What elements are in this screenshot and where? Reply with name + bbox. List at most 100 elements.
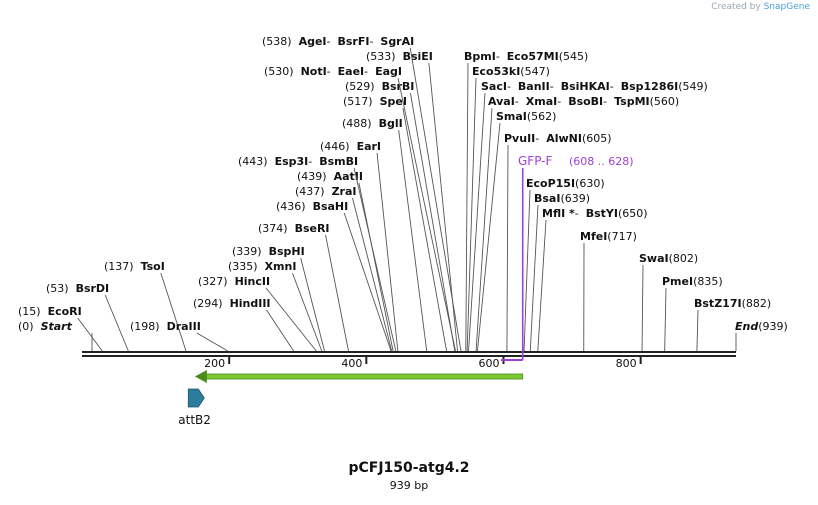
- map-title: pCFJ150-atg4.2: [0, 460, 818, 476]
- site-name-label: NotI: [301, 65, 327, 78]
- site-leader-line: [398, 78, 455, 351]
- site-position-label: (488): [342, 117, 372, 130]
- site-position-label: (327): [198, 275, 228, 288]
- site-leader-line: [344, 213, 391, 351]
- site-leader-line: [524, 190, 530, 351]
- site-position-label: -: [369, 35, 373, 48]
- site-name-label: BspHI: [269, 245, 305, 258]
- site-leader-line: [197, 333, 228, 351]
- site-position-label: (547): [520, 65, 550, 78]
- site-leader-line: [267, 310, 294, 351]
- ruler-tick-label: 400: [341, 357, 362, 370]
- site-name-label: MflI *: [542, 207, 575, 220]
- site-name-label: HincII: [235, 275, 271, 288]
- site-leader-line: [538, 220, 546, 351]
- snapgene-watermark: Created by SnapGene: [711, 2, 810, 12]
- site-position-label: -: [603, 95, 607, 108]
- site-name-label: EagI: [375, 65, 402, 78]
- site-position-label: (562): [527, 110, 557, 123]
- site-position-label: (437): [295, 185, 325, 198]
- site-position-label: -: [557, 95, 561, 108]
- site-name-label: AgeI: [299, 35, 327, 48]
- site-leader-line: [507, 145, 508, 351]
- site-position-label: (538): [262, 35, 292, 48]
- site-name-label: BstYI: [586, 207, 618, 220]
- site-position-label: -: [327, 65, 331, 78]
- site-name-label: MfeI: [580, 230, 607, 243]
- attB2-label: attB2: [178, 413, 211, 427]
- site-position-label: -: [515, 95, 519, 108]
- site-position-label: (605): [582, 132, 612, 145]
- site-position-label: (630): [575, 177, 605, 190]
- feature-bar[interactable]: [203, 374, 523, 379]
- site-position-label: (53): [46, 282, 69, 295]
- site-position-label: -: [327, 35, 331, 48]
- site-name-label: Bsp1286I: [621, 80, 679, 93]
- site-leader-line: [429, 63, 458, 351]
- site-name-label: BsaHI: [313, 200, 349, 213]
- site-name-label: AvaI: [488, 95, 515, 108]
- site-position-label: (15): [18, 305, 41, 318]
- site-position-label: (802): [669, 252, 699, 265]
- site-name-label: SwaI: [639, 252, 669, 265]
- site-position-label: (882): [742, 297, 772, 310]
- site-leader-line: [466, 63, 468, 351]
- site-leader-line: [78, 318, 103, 351]
- site-position-label: -: [308, 155, 312, 168]
- site-name-label: SacI: [481, 80, 507, 93]
- site-position-label: -: [610, 80, 614, 93]
- site-leader-line: [410, 48, 461, 351]
- site-name-label: XmnI: [265, 260, 297, 273]
- ruler-tick-label: 800: [616, 357, 637, 370]
- site-name-label: Esp3I: [275, 155, 309, 168]
- site-leader-line: [359, 183, 393, 351]
- site-name-label: BsrFI: [337, 35, 369, 48]
- site-name-label: XmaI: [526, 95, 557, 108]
- site-name-label: EcoRI: [48, 305, 82, 318]
- site-position-label: (533): [366, 50, 396, 63]
- site-position-label: (517): [343, 95, 373, 108]
- site-position-label: (335): [228, 260, 258, 273]
- site-position-label: -: [364, 65, 368, 78]
- site-leader-line: [266, 288, 316, 351]
- primer-name-label: GFP-F: [518, 154, 553, 168]
- site-name-label: HindIII: [230, 297, 271, 310]
- site-leader-line: [410, 93, 454, 351]
- attB2-feature[interactable]: [188, 389, 204, 407]
- site-name-label: Eco57MI: [507, 50, 559, 63]
- site-position-label: (939): [758, 320, 788, 333]
- site-name-label: AatII: [334, 170, 363, 183]
- site-position-label: -: [550, 80, 554, 93]
- site-position-label: -: [507, 80, 511, 93]
- site-position-label: (717): [607, 230, 637, 243]
- site-leader-line: [352, 198, 391, 351]
- site-position-label: (137): [104, 260, 134, 273]
- site-position-label: (545): [559, 50, 589, 63]
- site-name-label: DraIII: [167, 320, 201, 333]
- site-position-label: (374): [258, 222, 288, 235]
- site-name-label: BsaI: [534, 192, 560, 205]
- primer-range-label: (608 .. 628): [569, 155, 634, 168]
- site-position-label: (560): [650, 95, 680, 108]
- site-position-label: (0): [18, 320, 34, 333]
- site-name-label: BsrBI: [382, 80, 415, 93]
- site-leader-line: [697, 310, 698, 351]
- site-name-label: BsrDI: [76, 282, 110, 295]
- feature-arrowhead: [195, 370, 207, 383]
- ruler-tick-label: 600: [479, 357, 500, 370]
- site-position-label: (446): [320, 140, 350, 153]
- site-name-label: EarI: [357, 140, 381, 153]
- map-length: 939 bp: [0, 479, 818, 492]
- site-name-label: BsiHKAI: [561, 80, 610, 93]
- site-leader-line: [530, 205, 538, 351]
- site-position-label: (294): [193, 297, 223, 310]
- site-position-label: (443): [238, 155, 268, 168]
- site-name-label: End: [735, 320, 758, 333]
- site-position-label: (835): [693, 275, 723, 288]
- site-position-label: -: [496, 50, 500, 63]
- site-name-label: PvuII: [504, 132, 535, 145]
- site-leader-line: [403, 108, 447, 351]
- site-name-label: BseRI: [295, 222, 330, 235]
- site-name-label: PmeI: [662, 275, 693, 288]
- site-name-label: BglI: [379, 117, 403, 130]
